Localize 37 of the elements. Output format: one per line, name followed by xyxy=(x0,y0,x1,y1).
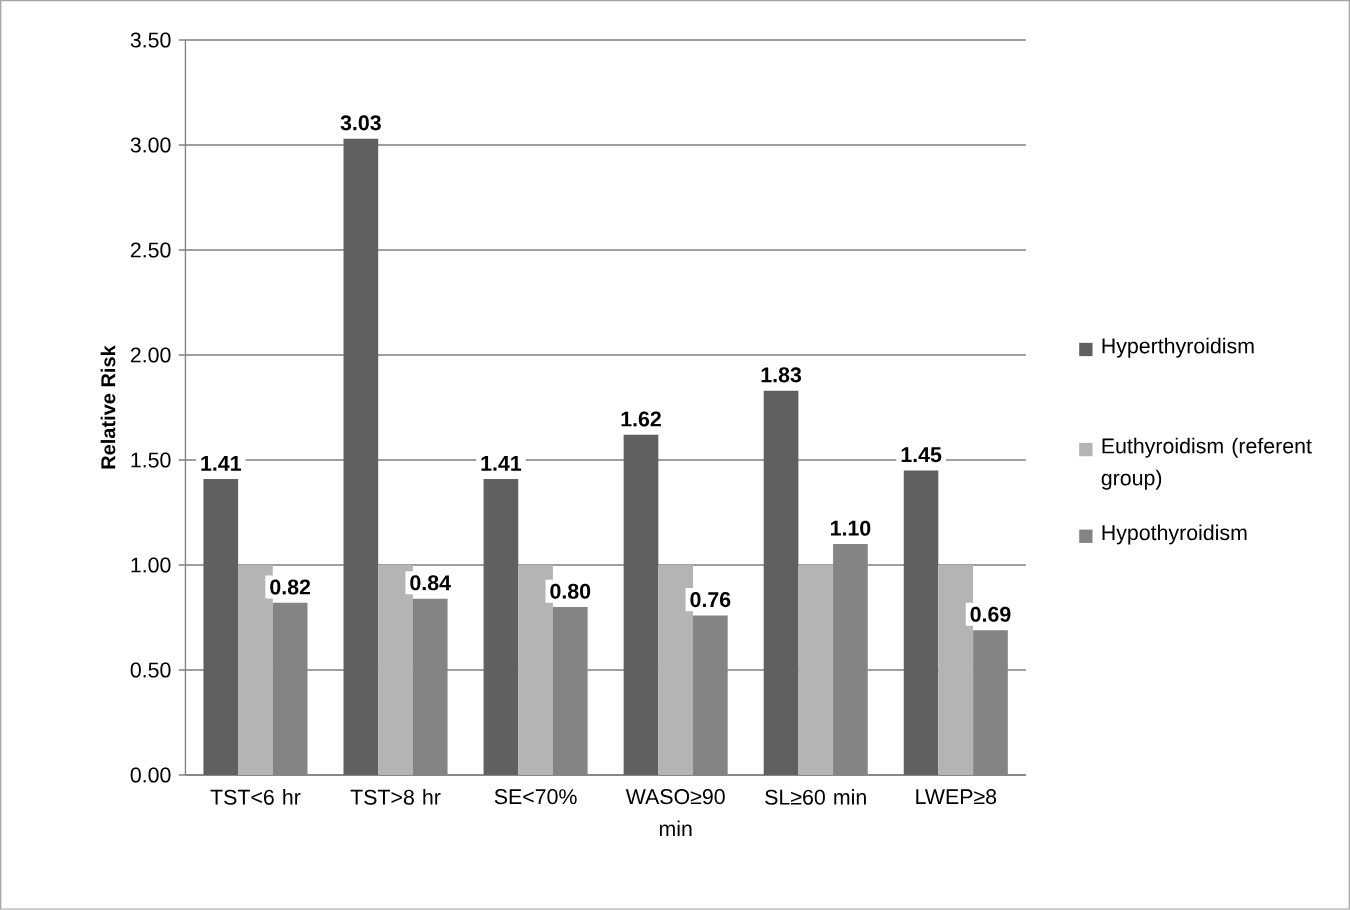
y-tick-label: 0.50 xyxy=(130,662,171,678)
data-label: 0.80 xyxy=(550,583,591,599)
data-label: 1.83 xyxy=(761,367,802,383)
bar xyxy=(798,565,834,776)
y-tick-label: 1.00 xyxy=(131,557,171,573)
y-tick-label: 1.50 xyxy=(131,452,171,468)
x-tick-label: TST<6 hr xyxy=(210,789,301,805)
data-label: 1.45 xyxy=(901,447,942,463)
y-tick-label: 3.50 xyxy=(130,32,171,48)
data-label: 0.84 xyxy=(410,575,451,591)
bar xyxy=(343,138,379,776)
legend-label: Euthyroidism (referent group) xyxy=(1101,437,1312,490)
data-label: 3.03 xyxy=(340,115,381,131)
bar xyxy=(623,434,659,776)
y-tick-label: 0.00 xyxy=(130,767,171,783)
x-tick-label: TST>8 hr xyxy=(350,789,441,805)
data-label: 0.82 xyxy=(270,579,311,595)
legend-label: Hypothyroidism xyxy=(1102,524,1247,545)
data-label: 1.62 xyxy=(621,411,661,427)
x-tick-label: SL≥60 min xyxy=(765,789,866,805)
y-tick-label: 2.50 xyxy=(130,242,171,258)
data-label: 1.10 xyxy=(830,520,871,536)
bar xyxy=(483,479,519,776)
bar xyxy=(203,479,239,776)
y-tick-label: 2.00 xyxy=(130,347,171,363)
data-label: 1.41 xyxy=(201,456,241,471)
y-axis-title: Relative Risk xyxy=(100,345,116,469)
x-tick-label: WASO≥90 min xyxy=(625,789,725,837)
data-label: 0.76 xyxy=(690,592,731,608)
bar xyxy=(903,470,939,776)
x-tick-label: SE<70% xyxy=(494,789,577,805)
data-label: 1.41 xyxy=(481,456,522,471)
bar xyxy=(763,390,799,776)
legend-label: Hyperthyroidism xyxy=(1102,337,1254,358)
x-tick-label: LWEP≥8 xyxy=(916,789,997,805)
data-label: 0.69 xyxy=(970,606,1011,622)
y-tick-label: 3.00 xyxy=(130,137,171,153)
